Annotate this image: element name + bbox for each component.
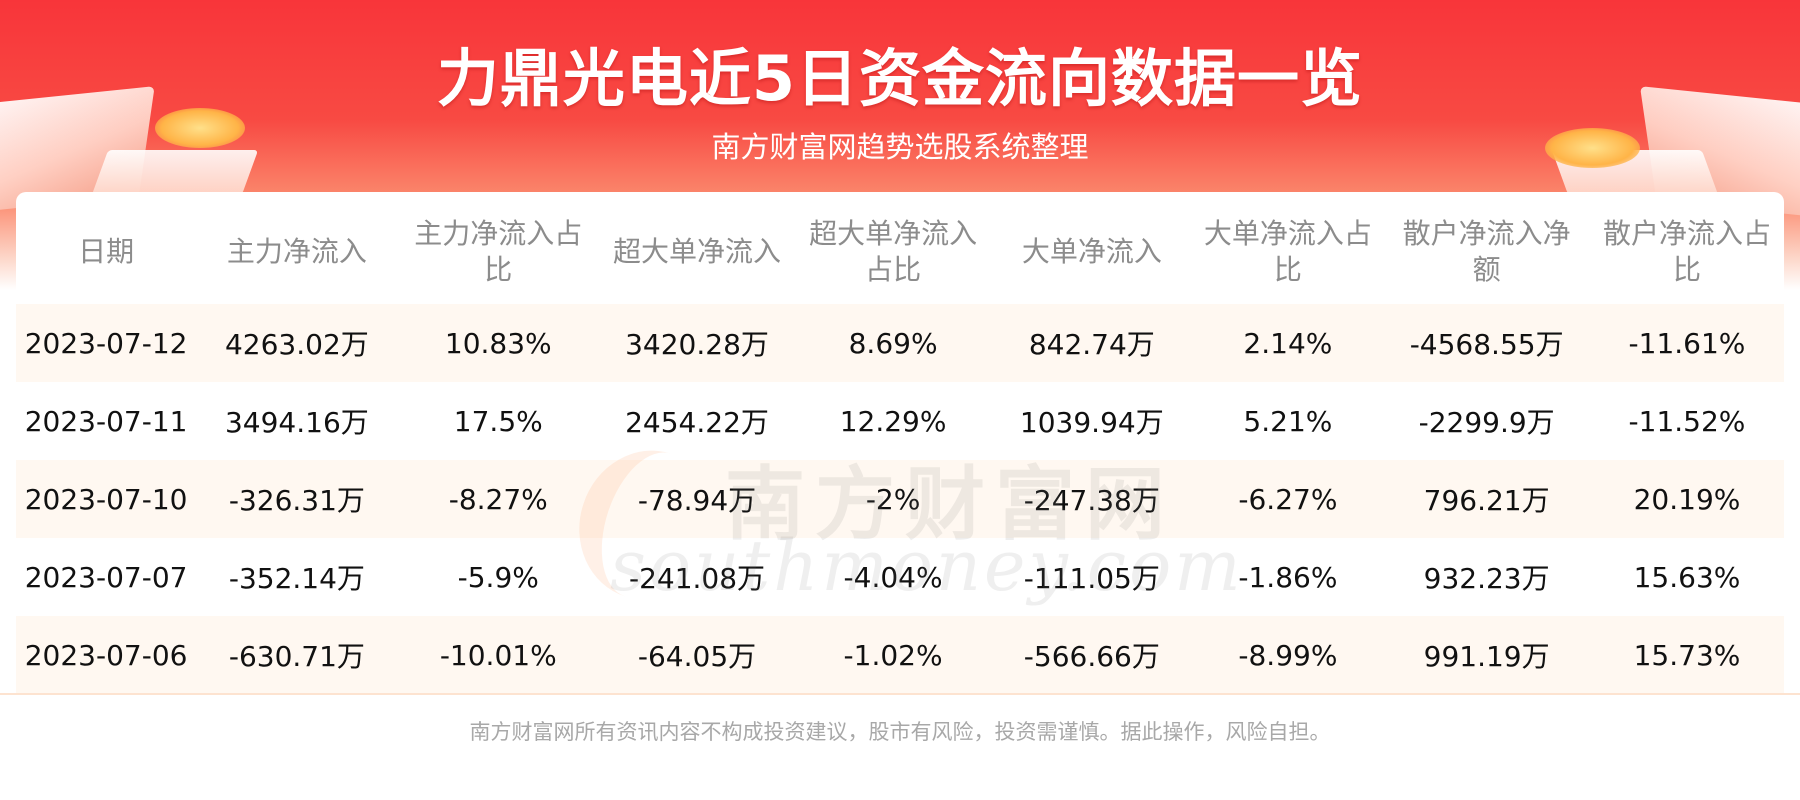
table-cell: 2023-07-07	[16, 538, 197, 616]
column-header-super-large-inflow-ratio: 超大单净流入占比	[809, 217, 978, 286]
table-row: 2023-07-12 4263.02万 10.83% 3420.28万 8.69…	[16, 304, 1784, 382]
table-cell: 932.23万	[1383, 538, 1590, 616]
table-cell: 796.21万	[1383, 460, 1590, 538]
table-cell: -8.99%	[1192, 616, 1384, 694]
table-cell: -8.27%	[397, 460, 599, 538]
table-row: 2023-07-06 -630.71万 -10.01% -64.05万 -1.0…	[16, 616, 1784, 694]
footer-divider	[0, 693, 1800, 695]
column-header-date: 日期	[78, 235, 135, 268]
table-cell: -64.05万	[598, 616, 796, 694]
table-cell: -326.31万	[196, 460, 398, 538]
column-header-retail-inflow: 散户净流入净额	[1402, 217, 1571, 286]
table-cell: -352.14万	[196, 538, 398, 616]
table-cell: 2023-07-06	[16, 616, 197, 694]
column-header-large-inflow: 大单净流入	[1021, 235, 1162, 268]
table-row: 2023-07-10 -326.31万 -8.27% -78.94万 -2% -…	[16, 460, 1784, 538]
table-cell: 991.19万	[1383, 616, 1590, 694]
table-cell: 15.63%	[1589, 538, 1784, 616]
table-row: 2023-07-11 3494.16万 17.5% 2454.22万 12.29…	[16, 382, 1784, 460]
table-cell: 2454.22万	[598, 382, 796, 460]
table-cell: 1039.94万	[991, 382, 1193, 460]
table-cell: -11.52%	[1589, 382, 1784, 460]
table-cell: 8.69%	[795, 304, 992, 382]
decorative-coin-left	[155, 108, 245, 148]
table-cell: -630.71万	[196, 616, 398, 694]
table-cell: -111.05万	[991, 538, 1193, 616]
table-header-row: 日期 主力净流入 主力净流入占比 超大单净流入 超大单净流入占比 大单净流入 大…	[16, 200, 1784, 304]
table-cell: 12.29%	[795, 382, 992, 460]
table-cell: -566.66万	[991, 616, 1193, 694]
column-header-retail-inflow-ratio: 散户净流入占比	[1602, 217, 1771, 286]
table-cell: 2023-07-10	[16, 460, 197, 538]
column-header-main-inflow: 主力净流入	[226, 235, 367, 268]
table-cell: -10.01%	[397, 616, 599, 694]
page-subtitle: 南方财富网趋势选股系统整理	[711, 130, 1089, 164]
table-cell: 2023-07-12	[16, 304, 197, 382]
table-cell: 5.21%	[1192, 382, 1384, 460]
disclaimer-text: 南方财富网所有资讯内容不构成投资建议，股市有风险，投资需谨慎。据此操作，风险自担…	[469, 720, 1331, 744]
table-cell: 17.5%	[397, 382, 599, 460]
table-cell: -4.04%	[795, 538, 992, 616]
table-cell: -1.02%	[795, 616, 992, 694]
table-cell: -2299.9万	[1383, 382, 1590, 460]
table-cell: -11.61%	[1589, 304, 1784, 382]
table-cell: -4568.55万	[1383, 304, 1590, 382]
table-row: 2023-07-07 -352.14万 -5.9% -241.08万 -4.04…	[16, 538, 1784, 616]
column-header-super-large-inflow: 超大单净流入	[613, 235, 782, 268]
table-cell: 842.74万	[991, 304, 1193, 382]
table-cell: 2.14%	[1192, 304, 1384, 382]
table-cell: 20.19%	[1589, 460, 1784, 538]
table-cell: -6.27%	[1192, 460, 1384, 538]
table-cell: -2%	[795, 460, 992, 538]
table-cell: -241.08万	[598, 538, 796, 616]
table-cell: 2023-07-11	[16, 382, 197, 460]
table-cell: 3420.28万	[598, 304, 796, 382]
table-cell: -78.94万	[598, 460, 796, 538]
table-cell: -1.86%	[1192, 538, 1384, 616]
table-cell: 4263.02万	[196, 304, 398, 382]
decorative-coin-right	[1545, 128, 1640, 168]
fund-flow-table: 日期 主力净流入 主力净流入占比 超大单净流入 超大单净流入占比 大单净流入 大…	[16, 200, 1784, 694]
table-cell: -247.38万	[991, 460, 1193, 538]
column-header-large-inflow-ratio: 大单净流入占比	[1203, 217, 1372, 286]
column-header-main-inflow-ratio: 主力净流入占比	[414, 217, 583, 286]
page-title: 力鼎光电近5日资金流向数据一览	[436, 42, 1364, 115]
table-cell: 15.73%	[1589, 616, 1784, 694]
table-cell: 10.83%	[397, 304, 599, 382]
table-cell: 3494.16万	[196, 382, 398, 460]
table-cell: -5.9%	[397, 538, 599, 616]
